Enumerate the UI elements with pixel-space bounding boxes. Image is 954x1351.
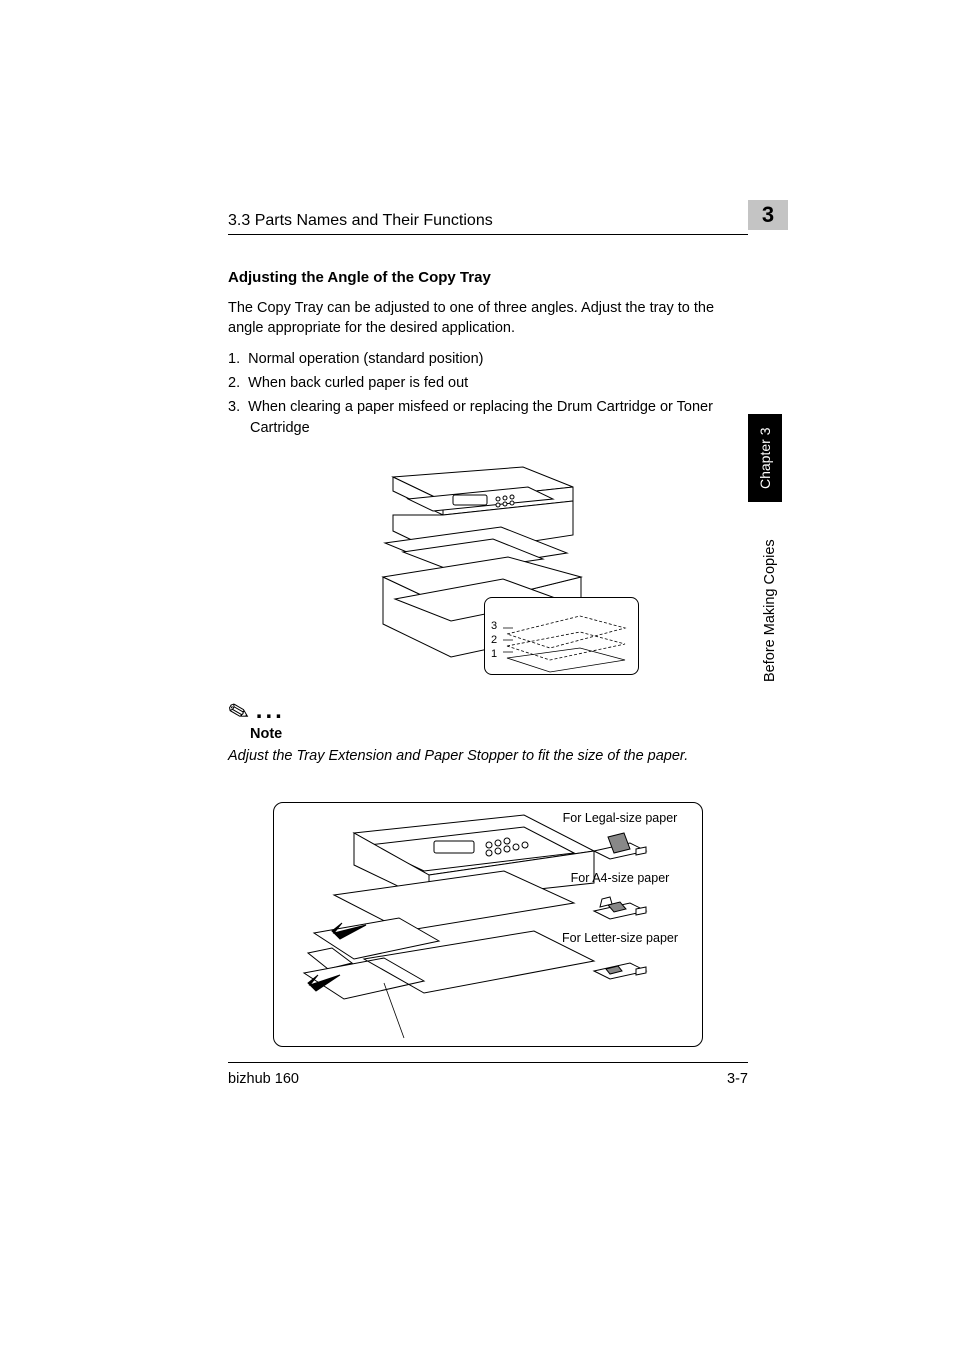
- paper-stopper-icon: [590, 827, 650, 863]
- callout-number: 1: [491, 648, 497, 660]
- ellipsis-icon: ...: [256, 697, 285, 724]
- note-label: Note: [250, 726, 748, 742]
- chapter-side-tab: Chapter 3: [748, 414, 782, 502]
- section-side-label: Before Making Copies: [762, 512, 778, 682]
- footer-page-number: 3-7: [727, 1071, 748, 1087]
- page-footer: bizhub 160 3-7: [228, 1062, 748, 1087]
- callout-number: 3: [491, 620, 497, 632]
- figure-tray-extension: For Legal-size paper For A4-size paper: [273, 802, 703, 1047]
- paper-stopper-icon: [590, 887, 650, 923]
- paper-size-label: For A4-size paper: [550, 871, 690, 885]
- page-header: 3.3 Parts Names and Their Functions: [228, 212, 748, 235]
- header-section-title: 3.3 Parts Names and Their Functions: [228, 212, 493, 230]
- pencil-icon: ✎: [224, 694, 253, 730]
- paper-size-label: For Letter-size paper: [550, 931, 690, 945]
- list-item: 3. When clearing a paper misfeed or repl…: [228, 397, 748, 439]
- figure-copier-angles: 3 2 1: [228, 459, 748, 669]
- section-title: Adjusting the Angle of the Copy Tray: [228, 269, 748, 286]
- list-item: 1. Normal operation (standard position): [228, 349, 748, 370]
- paper-size-column: For Legal-size paper For A4-size paper: [550, 811, 690, 991]
- note-block: ✎... Note Adjust the Tray Extension and …: [228, 697, 748, 766]
- paper-stopper-icon: [590, 947, 650, 983]
- paper-size-label: For Legal-size paper: [550, 811, 690, 825]
- angle-list: 1. Normal operation (standard position) …: [228, 349, 748, 439]
- callout-number: 2: [491, 634, 497, 646]
- list-item: 2. When back curled paper is fed out: [228, 373, 748, 394]
- angle-callout: 3 2 1: [484, 597, 639, 675]
- chapter-number-tab: 3: [748, 200, 788, 230]
- note-text: Adjust the Tray Extension and Paper Stop…: [228, 746, 748, 766]
- intro-paragraph: The Copy Tray can be adjusted to one of …: [228, 298, 748, 339]
- footer-product: bizhub 160: [228, 1071, 299, 1087]
